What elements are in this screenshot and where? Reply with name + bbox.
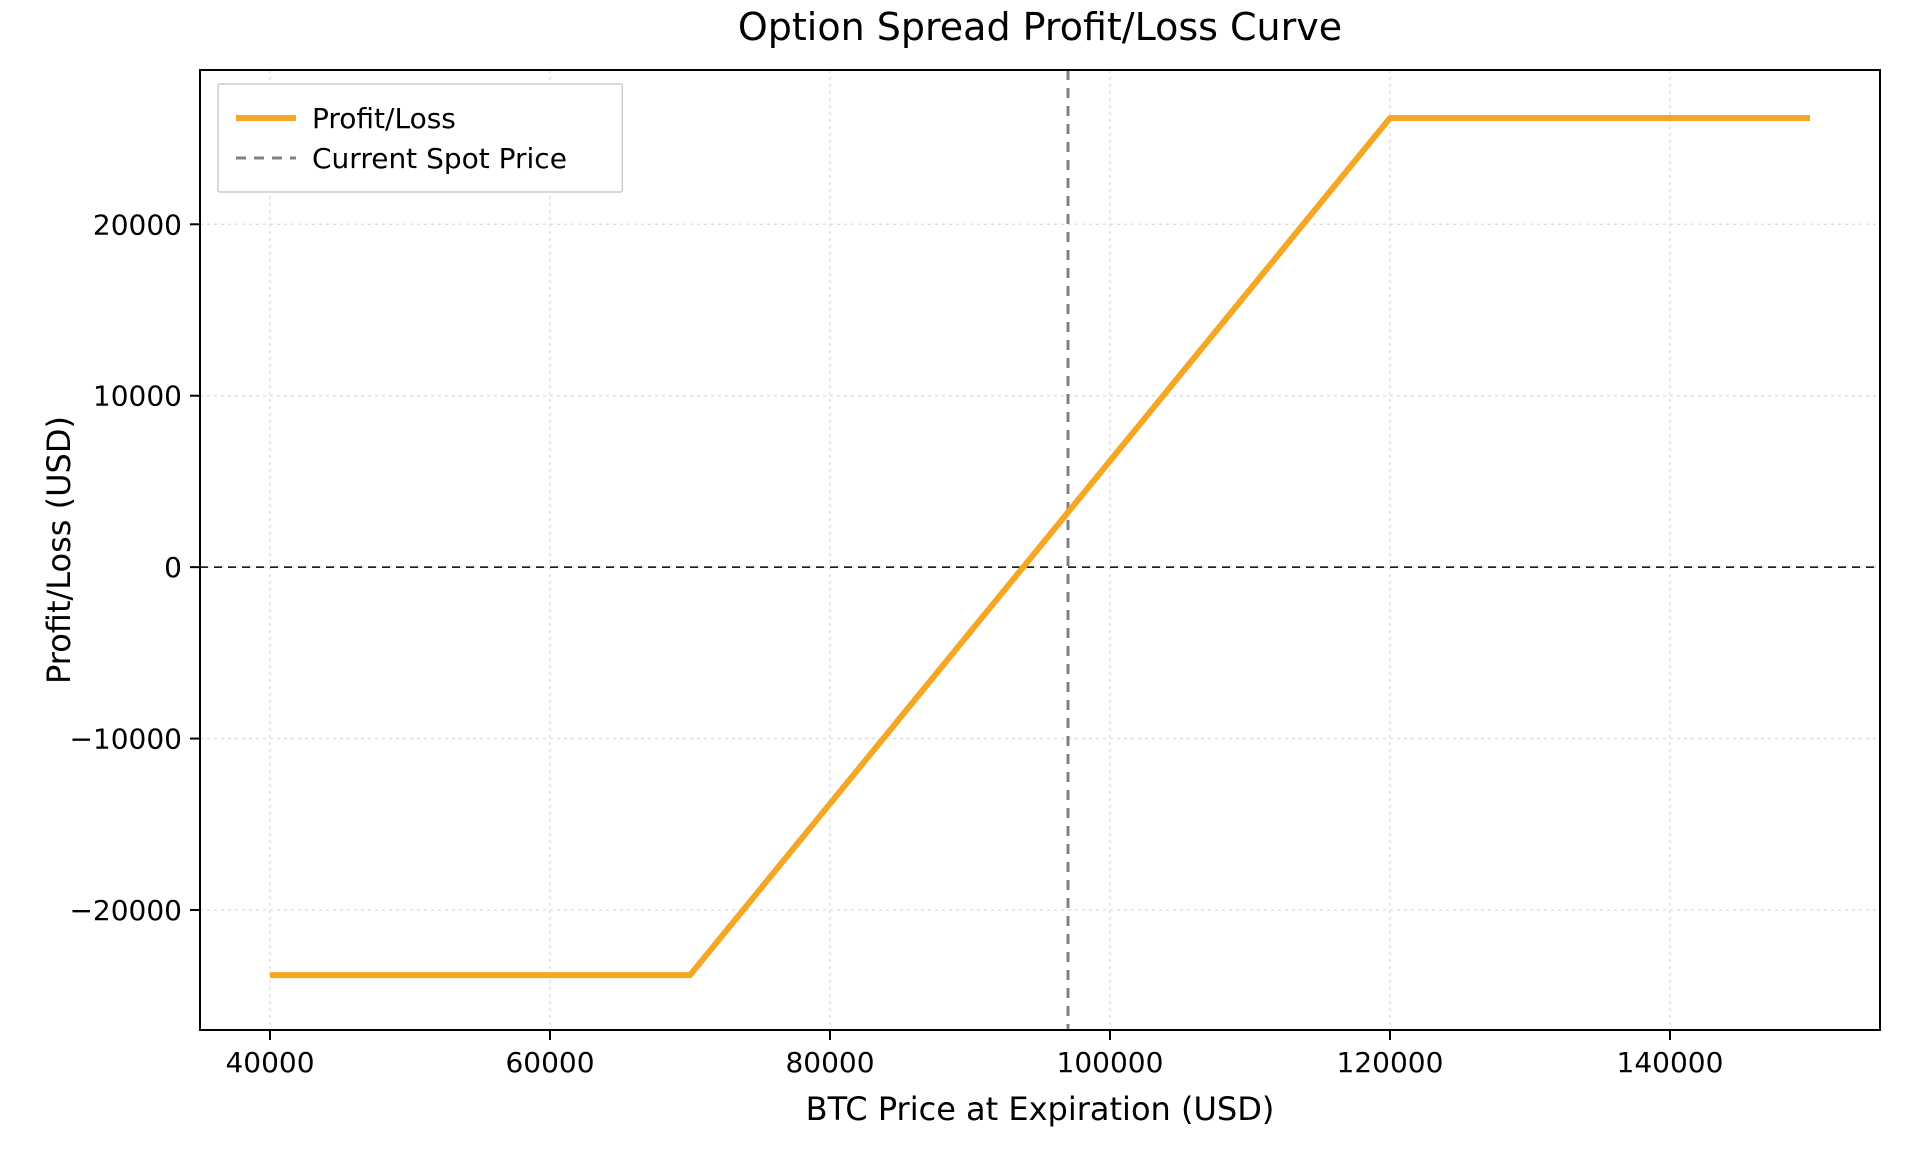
y-tick-label: 10000 xyxy=(93,380,182,413)
x-tick-label: 60000 xyxy=(505,1046,594,1079)
x-axis-label: BTC Price at Expiration (USD) xyxy=(806,1090,1275,1128)
y-tick-label: 20000 xyxy=(93,208,182,241)
legend-frame xyxy=(218,84,622,192)
legend: Profit/Loss Current Spot Price xyxy=(218,84,622,192)
pl-chart-svg: 400006000080000100000120000140000−20000−… xyxy=(0,0,1920,1157)
chart-container: 400006000080000100000120000140000−20000−… xyxy=(0,0,1920,1157)
x-tick-label: 80000 xyxy=(785,1046,874,1079)
x-tick-label: 120000 xyxy=(1337,1046,1444,1079)
x-tick-label: 40000 xyxy=(225,1046,314,1079)
legend-label: Profit/Loss xyxy=(312,102,456,135)
y-tick-label: −10000 xyxy=(69,723,182,756)
y-tick-label: 0 xyxy=(164,551,182,584)
y-tick-label: −20000 xyxy=(69,894,182,927)
x-tick-label: 140000 xyxy=(1617,1046,1724,1079)
legend-label: Current Spot Price xyxy=(312,142,567,175)
chart-title: Option Spread Profit/Loss Curve xyxy=(738,5,1342,49)
y-axis-label: Profit/Loss (USD) xyxy=(40,416,78,684)
x-tick-label: 100000 xyxy=(1057,1046,1164,1079)
